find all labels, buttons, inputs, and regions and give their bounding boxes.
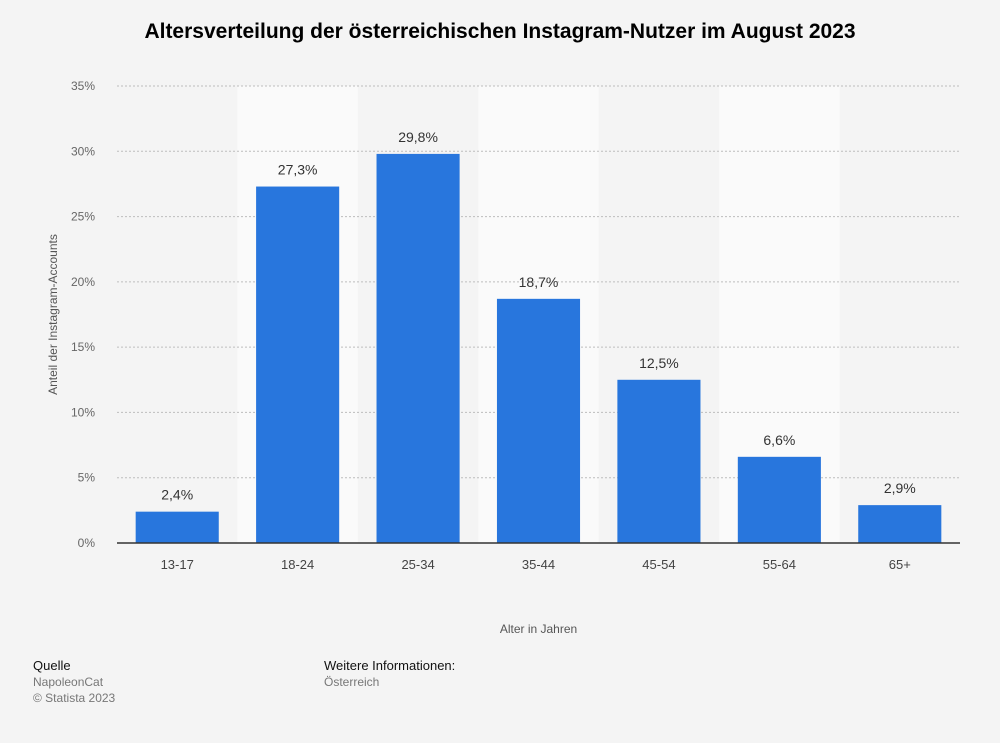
x-category-label: 55-64 — [763, 557, 796, 572]
y-tick-label: 15% — [71, 340, 95, 354]
bar-value-label: 18,7% — [519, 274, 559, 290]
bar-value-label: 29,8% — [398, 129, 438, 145]
y-axis-title: Anteil der Instagram-Accounts — [46, 234, 60, 395]
bar-value-label: 6,6% — [763, 432, 795, 448]
x-category-label: 25-34 — [401, 557, 434, 572]
y-tick-label: 25% — [71, 210, 95, 224]
bar[interactable] — [496, 298, 581, 543]
bar[interactable] — [737, 456, 821, 543]
info-text: Österreich — [324, 675, 380, 689]
info-heading: Weitere Informationen: — [324, 658, 456, 673]
x-category-label: 18-24 — [281, 557, 314, 572]
bar[interactable] — [858, 505, 942, 543]
source-heading: Quelle — [33, 658, 71, 673]
bar[interactable] — [617, 379, 701, 543]
x-axis-title: Alter in Jahren — [500, 622, 577, 636]
y-tick-label: 30% — [71, 144, 95, 158]
y-tick-label: 5% — [78, 471, 96, 485]
bar[interactable] — [376, 153, 460, 543]
x-category-labels: 13-17 18-24 25-34 35-44 45-54 55-64 65+ — [161, 557, 911, 572]
bar-value-label: 2,9% — [884, 480, 916, 496]
bar-value-label: 12,5% — [639, 355, 679, 371]
y-tick-label: 35% — [71, 79, 95, 93]
bar-value-label: 2,4% — [161, 487, 193, 503]
x-category-label: 65+ — [889, 557, 911, 572]
y-tick-labels: 0% 5% 10% 15% 20% 25% 30% 35% — [71, 79, 95, 550]
data-labels: 2,4% 27,3% 29,8% 18,7% 12,5% 6,6% 2,9% — [161, 129, 915, 503]
x-category-label: 45-54 — [642, 557, 675, 572]
copyright: © Statista 2023 — [33, 691, 116, 705]
bar[interactable] — [256, 186, 340, 544]
source-name[interactable]: NapoleonCat — [33, 675, 104, 689]
y-tick-label: 20% — [71, 275, 95, 289]
source-block: Quelle NapoleonCat © Statista 2023 — [33, 658, 115, 706]
chart-title: Altersverteilung der österreichischen In… — [144, 20, 856, 43]
bar-value-label: 27,3% — [278, 162, 318, 178]
y-tick-label: 10% — [71, 405, 95, 419]
bars — [135, 153, 942, 544]
info-block: Weitere Informationen: Österreich — [324, 658, 455, 690]
y-tick-label: 0% — [78, 536, 96, 550]
bar[interactable] — [135, 511, 219, 543]
x-category-label: 35-44 — [522, 557, 555, 572]
x-category-label: 13-17 — [161, 557, 194, 572]
